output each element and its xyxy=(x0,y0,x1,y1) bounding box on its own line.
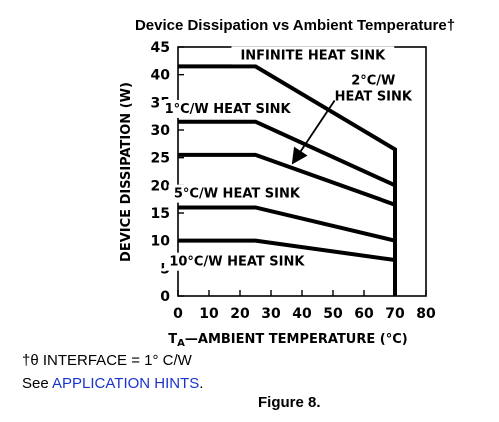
series-annotation-label: INFINITE HEAT SINK xyxy=(240,48,386,63)
series-annotation-label: 1°C/W HEAT SINK xyxy=(165,102,292,117)
series-annotation-label: 5°C/W HEAT SINK xyxy=(174,187,301,202)
x-tick-label: 50 xyxy=(323,306,343,322)
application-hints-note: See APPLICATION HINTS. xyxy=(22,375,203,392)
y-tick-label: 45 xyxy=(151,40,170,56)
dissipation-chart: Device Dissipation vs Ambient Temperatur… xyxy=(119,17,455,349)
x-tick-label: 70 xyxy=(385,306,405,322)
x-axis-label-subscript: A xyxy=(177,338,185,349)
tick-layer: 01020304050607080051015202530354045 xyxy=(151,40,436,322)
label-backdrop xyxy=(231,46,395,65)
label-backdrop xyxy=(168,184,306,203)
x-tick-label: 60 xyxy=(354,306,374,322)
series-layer xyxy=(178,64,397,296)
x-tick-label: 10 xyxy=(199,306,219,322)
see-suffix: . xyxy=(199,375,204,392)
x-tick-label: 80 xyxy=(416,306,436,322)
y-tick-label: 0 xyxy=(160,289,170,305)
chart-title: Device Dissipation vs Ambient Temperatur… xyxy=(135,17,455,34)
y-tick-label: 30 xyxy=(151,123,171,139)
label-backdrop xyxy=(330,71,416,106)
annotation-layer: INFINITE HEAT SINK 1°C/W HEAT SINK 2°C/WHE… xyxy=(159,46,416,271)
x-axis-label: TA—AMBIENT TEMPERATURE (°C) xyxy=(168,332,407,349)
label-backdrop xyxy=(159,99,297,118)
y-tick-label: 15 xyxy=(151,206,170,222)
interface-footnote: †θ INTERFACE = 1° C/W xyxy=(22,352,192,369)
y-tick-label: 25 xyxy=(151,151,170,167)
series-line-4 xyxy=(178,238,396,263)
series-annotation-label: 2°C/W xyxy=(351,74,395,89)
x-tick-label: 20 xyxy=(230,306,250,322)
y-axis-label: DEVICE DISSIPATION (W) xyxy=(119,82,134,262)
series-line-3 xyxy=(178,205,396,243)
series-line-0 xyxy=(178,64,397,296)
figure-caption: Figure 8. xyxy=(258,394,321,411)
x-axis-label-main: T xyxy=(168,332,177,347)
y-tick-label: 40 xyxy=(151,68,171,84)
x-axis-label-rest: —AMBIENT TEMPERATURE (°C) xyxy=(185,332,408,347)
x-tick-label: 40 xyxy=(292,306,312,322)
series-annotation-label: HEAT SINK xyxy=(335,90,413,105)
series-line-2 xyxy=(178,152,396,207)
series-annotation-label: 10°C/W HEAT SINK xyxy=(169,255,305,270)
label-backdrop xyxy=(164,252,310,271)
annotation-arrow xyxy=(291,99,336,165)
see-prefix: See xyxy=(22,375,53,392)
y-tick-label: 20 xyxy=(151,178,171,194)
x-tick-label: 30 xyxy=(261,306,281,322)
y-tick-label: 10 xyxy=(151,234,171,250)
application-hints-link[interactable]: APPLICATION HINTS xyxy=(52,375,200,392)
x-tick-label: 0 xyxy=(173,306,183,322)
series-line-1 xyxy=(178,119,396,188)
y-axis-label-group: DEVICE DISSIPATION (W) xyxy=(119,82,134,262)
